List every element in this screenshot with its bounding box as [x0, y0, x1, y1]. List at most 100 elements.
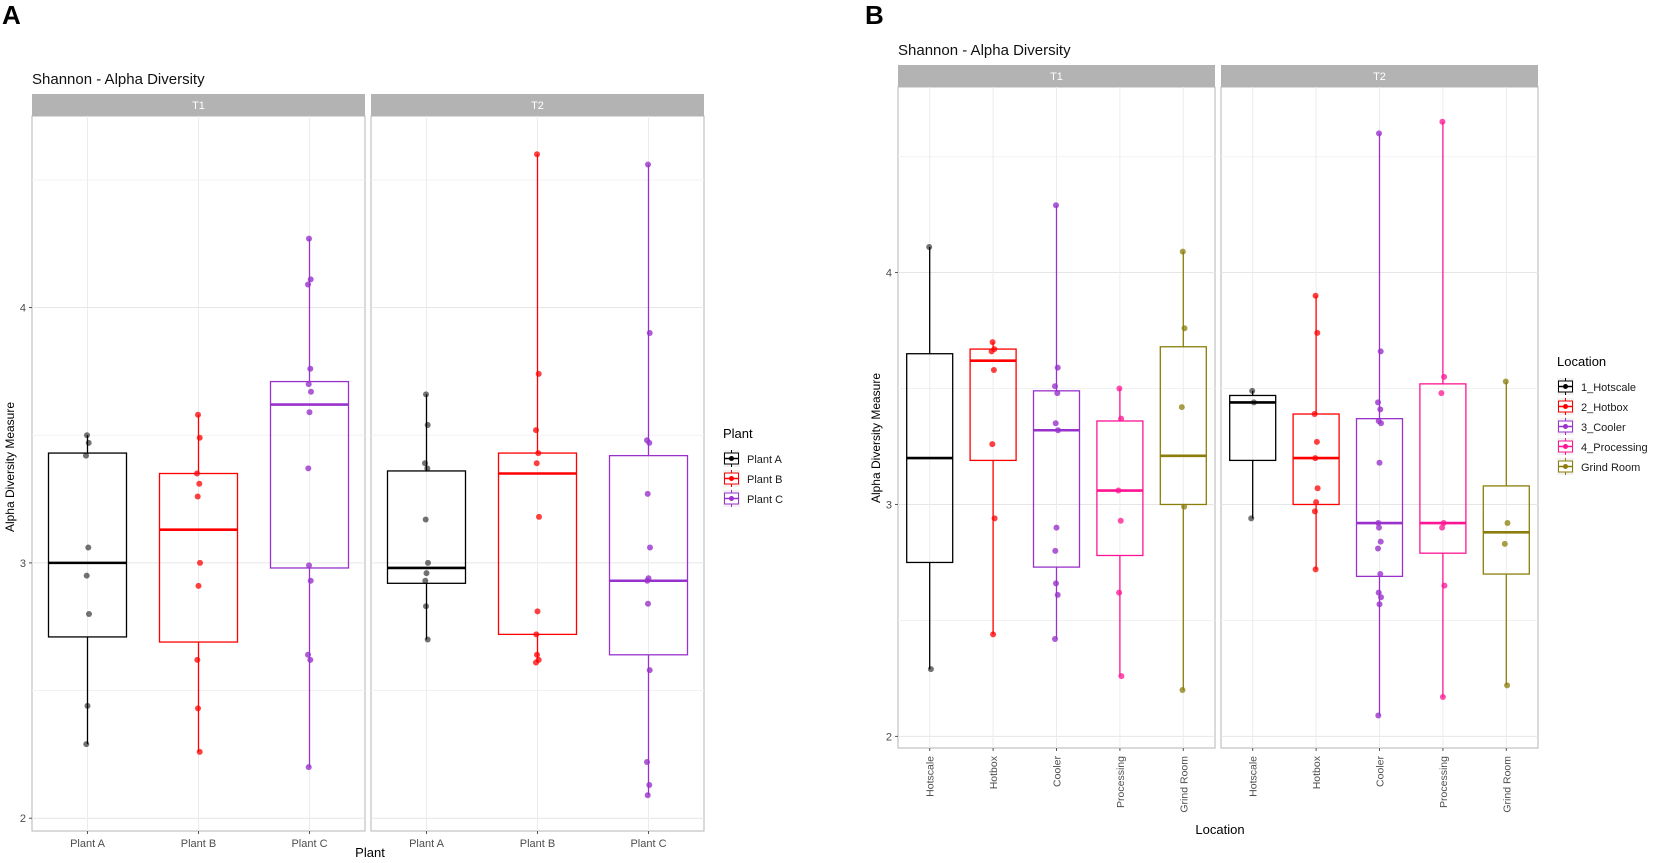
data-point [424, 421, 431, 428]
data-point [307, 276, 314, 283]
legend-label: Plant B [747, 474, 782, 486]
data-point [644, 490, 651, 497]
data-point [533, 460, 540, 467]
data-point [1504, 682, 1511, 689]
facet-strip-label: T1 [192, 100, 205, 112]
data-point [86, 610, 92, 617]
data-point [990, 631, 997, 638]
data-point [1377, 571, 1384, 578]
data-point [424, 465, 431, 472]
data-point [644, 759, 650, 766]
data-point [195, 582, 202, 589]
data-point [645, 600, 651, 607]
x-tick-label: Plant A [70, 838, 106, 850]
data-point [1378, 420, 1384, 427]
box-iqr [608, 454, 689, 656]
data-point [1375, 712, 1382, 719]
data-point [1377, 406, 1384, 413]
box-iqr [1229, 394, 1277, 462]
data-point [422, 460, 428, 467]
x-tick-label: Cooler [1052, 756, 1064, 787]
chart-b-legend: Location 1_Hotscale 2_Hotbox 3_Cooler 4_Pro… [1557, 354, 1648, 475]
legend-label: 3_Cooler [1581, 422, 1626, 434]
data-point [1378, 594, 1384, 601]
data-point [644, 577, 651, 584]
data-point [1438, 390, 1445, 397]
y-tick-label: 3 [886, 499, 892, 511]
data-point [307, 365, 314, 372]
facet-strip-label: T1 [1050, 71, 1063, 83]
data-point [1116, 589, 1123, 596]
data-point [194, 493, 201, 500]
x-tick-label: Plant B [181, 838, 216, 850]
data-point [306, 235, 312, 242]
data-point [305, 465, 312, 472]
data-point [194, 656, 201, 663]
x-tick-label: Plant C [630, 838, 666, 850]
chart-a-legend: Plant Plant A Plant B Plant C [723, 426, 783, 507]
data-point [1439, 118, 1446, 125]
data-point [989, 441, 996, 448]
data-point [423, 603, 429, 610]
data-point [1312, 292, 1319, 299]
data-point [307, 577, 314, 584]
data-point [84, 432, 90, 439]
data-point [1314, 485, 1321, 492]
data-point [1116, 385, 1123, 392]
x-tick-label: Processing [1115, 756, 1127, 808]
data-point [1312, 455, 1319, 462]
legend-b-title: Location [1557, 354, 1606, 369]
x-tick-label: Grind Room [1501, 756, 1513, 813]
data-point [307, 656, 314, 663]
data-point [195, 411, 201, 418]
data-point [1439, 524, 1446, 531]
facet-strip-t1 [898, 65, 1215, 87]
x-tick-label: Plant C [291, 838, 327, 850]
legend-item: 2_Hotbox [1557, 398, 1629, 415]
data-point [1054, 591, 1061, 598]
data-point [536, 513, 542, 520]
x-tick-label: Cooler [1375, 756, 1387, 787]
data-point [1313, 499, 1320, 506]
data-point [1441, 373, 1448, 380]
data-point [990, 366, 997, 373]
data-point [1178, 404, 1185, 411]
panel-label-b: B [865, 0, 884, 30]
box-t1-plant-c [269, 238, 350, 768]
x-tick-label: Plant B [520, 838, 555, 850]
data-point [533, 631, 540, 638]
data-point [1117, 517, 1124, 524]
data-point [422, 577, 429, 584]
data-point [535, 450, 542, 457]
chart-b-title: Shannon - Alpha Diversity [898, 42, 1071, 59]
facet-strip-t1 [32, 94, 365, 116]
data-point [1375, 545, 1381, 552]
data-point [197, 559, 203, 566]
data-point [1179, 248, 1186, 255]
legend-label: 4_Processing [1581, 442, 1648, 454]
legend-label: Plant A [747, 454, 783, 466]
legend-key-point [1563, 424, 1568, 429]
data-point [534, 151, 540, 158]
data-point [991, 515, 998, 522]
data-point [989, 339, 996, 346]
data-point [423, 570, 430, 577]
legend-key-point [1563, 404, 1568, 409]
data-point [1375, 589, 1382, 596]
data-point [196, 434, 203, 441]
chart-a-xlabel: Plant [355, 845, 385, 860]
y-tick-label: 2 [20, 813, 26, 825]
data-point [644, 792, 651, 799]
x-tick-label: Processing [1438, 756, 1450, 808]
data-point [1053, 202, 1059, 209]
data-point [927, 666, 934, 673]
data-point [1179, 687, 1186, 694]
legend-a-title: Plant [723, 426, 753, 441]
data-point [306, 562, 312, 569]
data-point [1052, 635, 1058, 642]
data-point [535, 370, 542, 377]
data-point [196, 480, 203, 487]
data-point [1181, 503, 1188, 510]
data-point [308, 388, 314, 395]
data-point [306, 409, 313, 416]
